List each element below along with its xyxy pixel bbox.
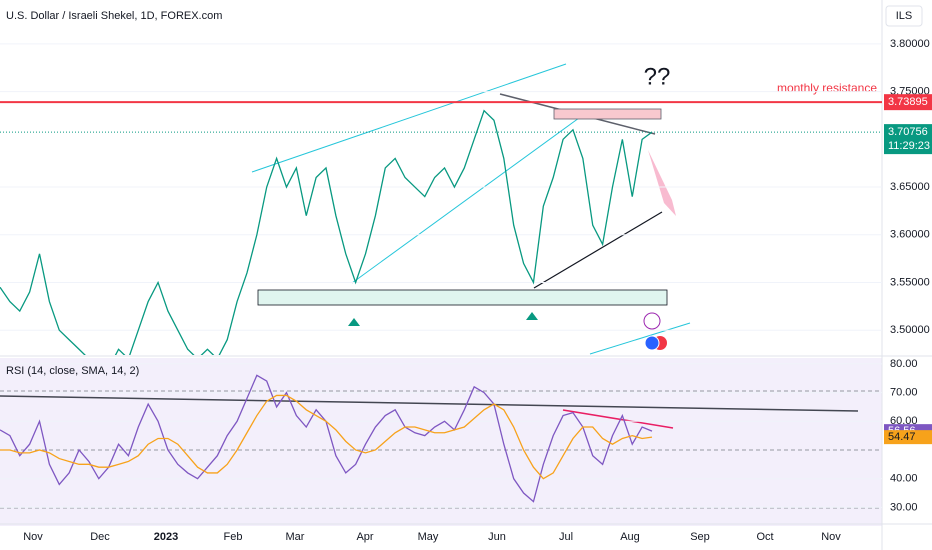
y-tick-label: 3.80000: [890, 38, 930, 50]
countdown: 11:29:23: [888, 140, 930, 152]
value-label: 54.47: [888, 431, 916, 443]
y-tick-label: 3.60000: [890, 229, 930, 241]
time-label: May: [418, 531, 439, 543]
support-zone: [257, 289, 668, 306]
resistance-badge: [884, 94, 932, 111]
time-label: Sep: [690, 531, 710, 543]
pivot-marker: [526, 312, 538, 320]
y-tick-label: 3.65000: [890, 181, 930, 193]
time-label: Oct: [756, 531, 773, 543]
y-tick-label: 3.50000: [890, 324, 930, 336]
channel-top: [251, 63, 567, 173]
symbol-title: U.S. Dollar / Israeli Shekel, 1D, FOREX.…: [6, 10, 222, 22]
y-tick-label: 3.55000: [890, 276, 930, 288]
time-label: Jul: [559, 531, 573, 543]
last-price-label: 3.70756: [888, 126, 928, 138]
triangle-bottom: [533, 211, 663, 289]
time-label: Apr: [356, 531, 373, 543]
currency-button[interactable]: [885, 5, 923, 27]
event-icon[interactable]: [644, 335, 660, 351]
rsi-title: RSI (14, close, SMA, 14, 2): [6, 365, 139, 377]
event-icon[interactable]: [643, 312, 661, 330]
resistance-zone: [553, 108, 662, 120]
resistance-note: monthly resistance: [777, 81, 877, 95]
time-label: Nov: [23, 531, 43, 543]
y-tick-label: 30.00: [890, 501, 918, 513]
down-arrow: [648, 150, 676, 216]
question-marks: ??: [644, 63, 671, 90]
value-badge: [884, 430, 932, 445]
rsi-trendline: [0, 395, 859, 412]
channel-bottom: [351, 109, 591, 284]
pivot-marker: [348, 318, 360, 326]
time-label: Mar: [286, 531, 305, 543]
series-line: [0, 109, 653, 355]
time-label: Aug: [620, 531, 640, 543]
time-label: Jun: [488, 531, 506, 543]
rsi-divergence: [562, 409, 674, 429]
y-tick-label: 40.00: [890, 473, 918, 485]
currency[interactable]: ILS: [896, 10, 913, 22]
last-price-badge: [884, 124, 932, 155]
time-label: Nov: [821, 531, 841, 543]
rsi-pane: [0, 358, 882, 526]
time-label: Feb: [224, 531, 243, 543]
channel-extension: [589, 322, 691, 355]
time-label: 2023: [154, 531, 178, 543]
series-line: [0, 394, 653, 480]
time-label: Dec: [90, 531, 110, 543]
y-tick-label: 70.00: [890, 386, 918, 398]
resistance-label: 3.73895: [888, 96, 928, 108]
y-tick-label: 80.00: [890, 358, 918, 370]
